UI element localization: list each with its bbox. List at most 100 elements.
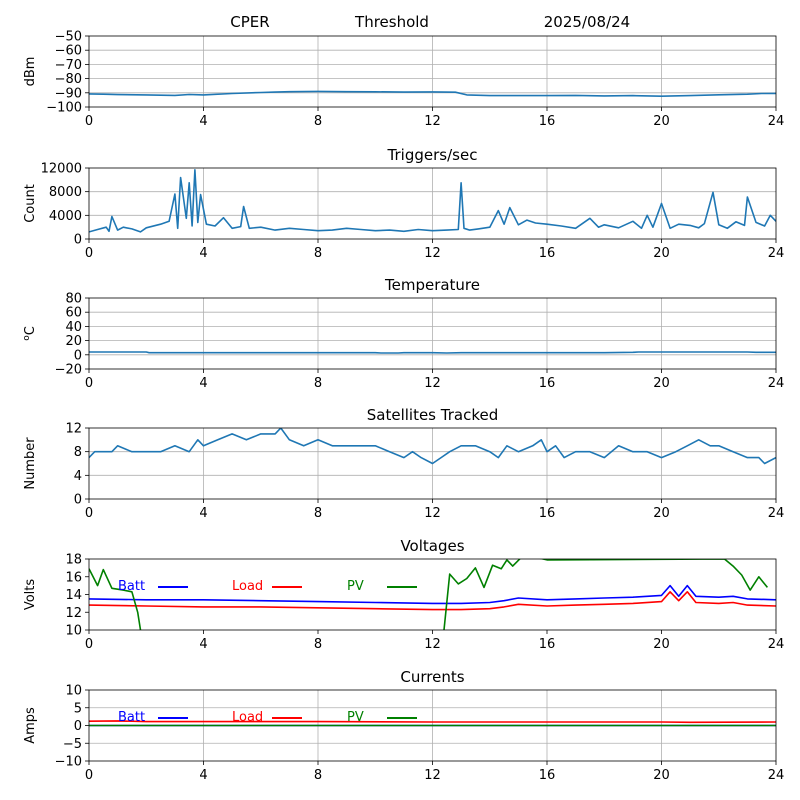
x-tick-label: 24 [768, 114, 785, 129]
y-tick-label: 40 [65, 320, 82, 335]
y-tick-label: 5 [74, 701, 82, 716]
header-date: 2025/08/24 [544, 13, 630, 31]
series-line [89, 169, 776, 233]
chart-panel-0: 0 4 8 12 16 20 24 −100−90−80−70−60−50 dBm [23, 30, 784, 130]
header-mode: Threshold [354, 13, 429, 31]
chart-panel-4: 0 4 8 12 16 20 24 10 12 14 16 18 Voltages Volts Batt Lo… [23, 537, 784, 652]
y-tick-label: −80 [55, 72, 82, 87]
x-tick-label: 20 [653, 768, 670, 783]
x-tick-label: 16 [539, 246, 556, 261]
panel-title: Satellites Tracked [367, 406, 498, 424]
y-tick-label: 0 [74, 233, 82, 248]
y-tick-label: −5 [63, 737, 82, 752]
series-line-pv [89, 559, 769, 630]
x-tick-label: 4 [199, 506, 207, 521]
y-tick-label: 60 [65, 306, 82, 321]
x-tick-label: 12 [424, 246, 441, 261]
y-tick-label: −60 [55, 44, 82, 59]
chart-panel-5: 0 4 8 12 16 20 24 −10 −5 0 5 10 Currents Amps Batt Load… [23, 668, 784, 783]
y-axis-label: Number [23, 437, 38, 490]
x-tick-label: 20 [653, 637, 670, 652]
y-tick-label: −50 [55, 30, 82, 45]
header-station: CPER [230, 13, 269, 31]
y-axis-label: Amps [23, 707, 38, 744]
figure-header: CPER Threshold 2025/08/24 [230, 13, 630, 31]
y-tick-label: 8 [74, 445, 82, 460]
y-tick-label: 10 [65, 624, 82, 639]
y-tick-label: −90 [55, 86, 82, 101]
y-axis-label: dBm [23, 57, 38, 87]
x-tick-label: 24 [768, 506, 785, 521]
x-tick-label: 16 [539, 376, 556, 391]
legend-label-load: Load [232, 579, 263, 594]
x-tick-label: 0 [85, 637, 93, 652]
series-line [89, 90, 776, 97]
y-axis-label: Count [23, 184, 38, 223]
x-tick-label: 12 [424, 768, 441, 783]
y-tick-label: −10 [55, 755, 82, 770]
x-tick-label: 0 [85, 246, 93, 261]
x-tick-label: 8 [314, 637, 322, 652]
series-line [89, 351, 776, 354]
y-tick-label: 16 [65, 570, 82, 585]
x-tick-label: 12 [424, 506, 441, 521]
y-tick-label: 8000 [49, 185, 82, 200]
y-tick-label: 0 [74, 493, 82, 508]
x-tick-label: 12 [424, 376, 441, 391]
legend-label-load: Load [232, 710, 263, 725]
x-tick-label: 20 [653, 506, 670, 521]
y-tick-label: 12 [65, 606, 82, 621]
x-tick-label: 24 [768, 376, 785, 391]
x-tick-label: 16 [539, 637, 556, 652]
y-tick-label: 4 [74, 469, 82, 484]
y-tick-label: 12000 [41, 162, 82, 177]
chart-panel-3: 0 4 8 12 16 20 24 0 4 8 12 Satellites Tracked Number [23, 406, 784, 521]
y-axis-label: oC [22, 326, 38, 341]
x-tick-label: 24 [768, 768, 785, 783]
x-tick-label: 8 [314, 114, 322, 129]
x-tick-label: 24 [768, 246, 785, 261]
x-tick-label: 24 [768, 637, 785, 652]
x-tick-label: 16 [539, 768, 556, 783]
legend-label-batt: Batt [118, 579, 145, 594]
x-tick-label: 8 [314, 246, 322, 261]
chart-panel-1: 0 4 8 12 16 20 24 0 4000 8000 12000 Triggers/sec Cou… [23, 146, 784, 261]
x-tick-label: 4 [199, 246, 207, 261]
y-tick-label: 20 [65, 334, 82, 349]
x-tick-label: 4 [199, 376, 207, 391]
panel-title: Voltages [400, 537, 464, 555]
x-tick-label: 20 [653, 246, 670, 261]
panel-title: Temperature [384, 276, 480, 294]
x-tick-label: 8 [314, 376, 322, 391]
x-tick-label: 4 [199, 768, 207, 783]
x-tick-label: 20 [653, 376, 670, 391]
x-tick-label: 0 [85, 768, 93, 783]
y-tick-label: −100 [46, 101, 82, 116]
series-line-batt [89, 584, 776, 605]
panel-title: Currents [400, 668, 464, 686]
y-tick-label: 0 [74, 719, 82, 734]
x-tick-label: 4 [199, 637, 207, 652]
x-tick-label: 8 [314, 768, 322, 783]
x-tick-label: 16 [539, 506, 556, 521]
x-tick-label: 12 [424, 637, 441, 652]
y-tick-label: 10 [65, 684, 82, 699]
panel-title: Triggers/sec [387, 146, 478, 164]
y-tick-label: 14 [65, 588, 82, 603]
legend-label-pv: PV [347, 579, 364, 594]
y-tick-label: −20 [55, 363, 82, 378]
x-tick-label: 8 [314, 506, 322, 521]
x-tick-label: 16 [539, 114, 556, 129]
legend-label-pv: PV [347, 710, 364, 725]
series-line-load [89, 720, 776, 724]
x-tick-label: 4 [199, 114, 207, 129]
y-tick-label: −70 [55, 58, 82, 73]
y-tick-label: 4000 [49, 209, 82, 224]
x-tick-label: 20 [653, 114, 670, 129]
y-tick-label: 12 [65, 422, 82, 437]
legend-label-batt: Batt [118, 710, 145, 725]
